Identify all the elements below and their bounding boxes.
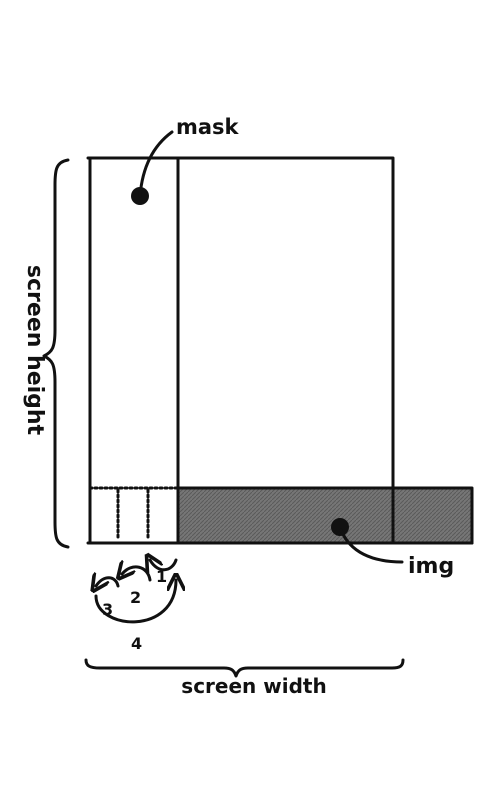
step-arrow-2 xyxy=(122,567,152,580)
screen-height-label: screen height xyxy=(22,265,47,436)
step-arrow-1 xyxy=(150,560,178,570)
step-number-1: 1 xyxy=(156,567,167,586)
img-label: img xyxy=(408,554,454,579)
step-number-2: 2 xyxy=(130,588,141,607)
step-arrow-4 xyxy=(94,580,176,624)
mask-label: mask xyxy=(176,115,240,139)
img-strip xyxy=(177,488,472,543)
img-strip-outline xyxy=(175,486,474,545)
screen-width-brace xyxy=(84,658,405,678)
img-leader xyxy=(339,528,404,564)
screen-height-brace xyxy=(42,158,70,549)
mask-rect xyxy=(88,156,180,545)
screen-width-label: screen width xyxy=(181,674,326,698)
screen-frame xyxy=(86,156,474,545)
step-number-3: 3 xyxy=(102,600,113,619)
step-arrow-3 xyxy=(96,578,120,586)
mask-leader xyxy=(138,130,174,198)
step-number-4: 4 xyxy=(131,634,142,653)
img-dot xyxy=(331,518,349,536)
